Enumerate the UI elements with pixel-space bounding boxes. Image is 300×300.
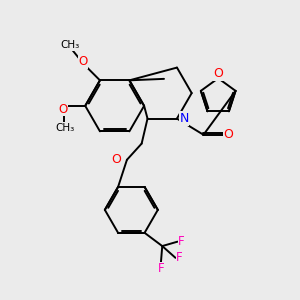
Text: O: O <box>223 128 233 141</box>
Text: CH₃: CH₃ <box>60 40 80 50</box>
Text: O: O <box>213 67 223 80</box>
Text: F: F <box>158 262 164 275</box>
Text: F: F <box>178 235 185 248</box>
Text: O: O <box>79 55 88 68</box>
Text: O: O <box>112 153 122 166</box>
Text: O: O <box>58 103 68 116</box>
Text: F: F <box>176 251 183 264</box>
Text: CH₃: CH₃ <box>56 123 75 133</box>
Text: N: N <box>179 112 189 125</box>
